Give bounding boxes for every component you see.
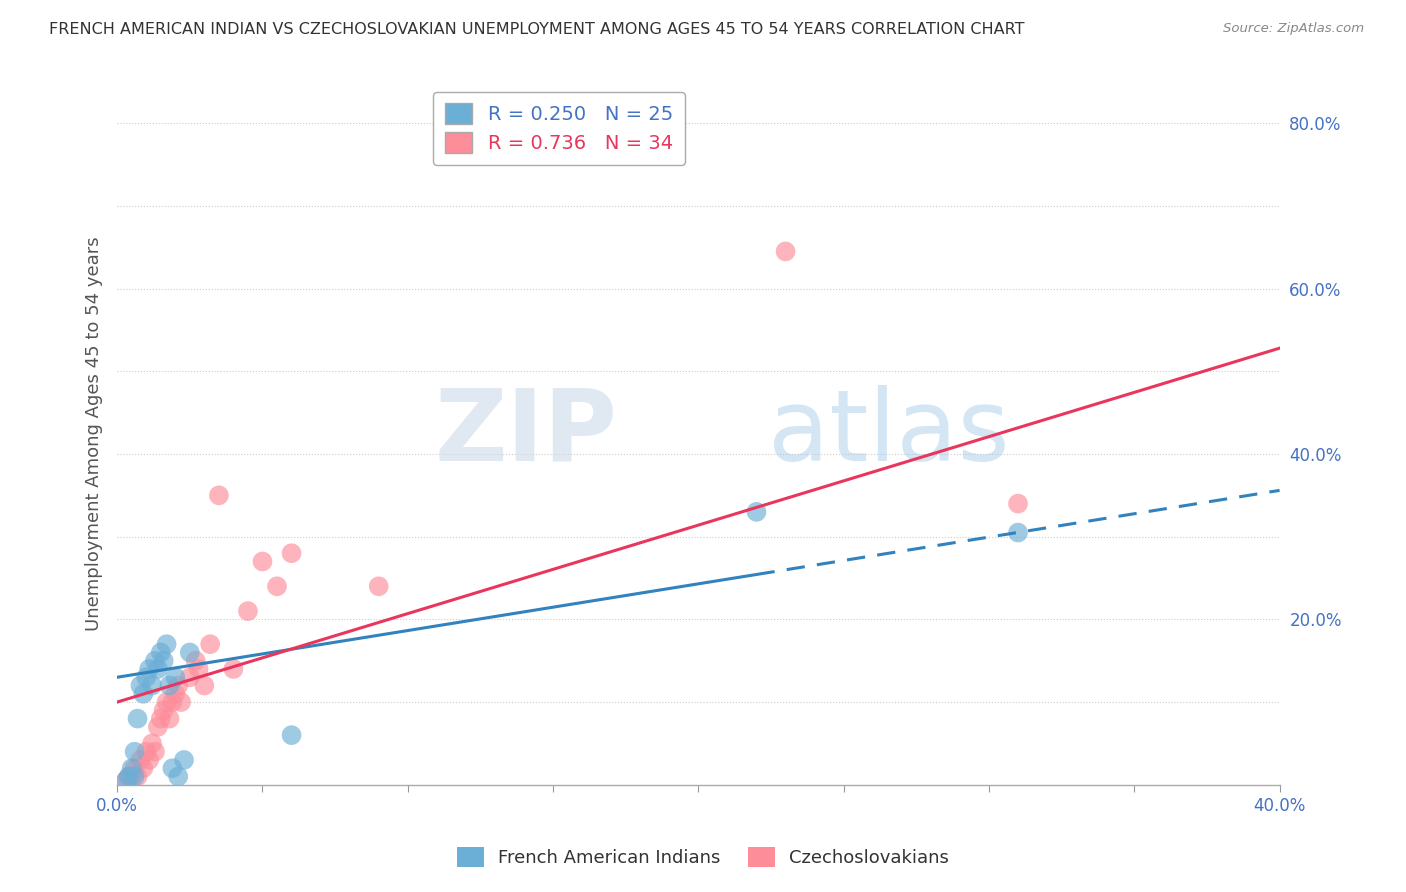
Point bbox=[266, 579, 288, 593]
Point bbox=[129, 753, 152, 767]
Legend: French American Indians, Czechoslovakians: French American Indians, Czechoslovakian… bbox=[450, 839, 956, 874]
Point bbox=[252, 554, 274, 568]
Point bbox=[1007, 497, 1029, 511]
Text: atlas: atlas bbox=[768, 384, 1010, 482]
Legend: R = 0.250   N = 25, R = 0.736   N = 34: R = 0.250 N = 25, R = 0.736 N = 34 bbox=[433, 92, 685, 165]
Point bbox=[121, 761, 143, 775]
Point bbox=[124, 769, 146, 783]
Point bbox=[775, 244, 797, 259]
Point bbox=[222, 662, 245, 676]
Point bbox=[124, 761, 146, 775]
Point bbox=[162, 761, 184, 775]
Point bbox=[155, 637, 177, 651]
Point bbox=[170, 695, 193, 709]
Point bbox=[152, 654, 174, 668]
Point bbox=[165, 687, 187, 701]
Point bbox=[184, 654, 207, 668]
Point bbox=[236, 604, 259, 618]
Point bbox=[149, 712, 172, 726]
Point bbox=[155, 695, 177, 709]
Point bbox=[135, 670, 157, 684]
Point bbox=[143, 745, 166, 759]
Point bbox=[138, 753, 160, 767]
Point bbox=[149, 645, 172, 659]
Point bbox=[280, 728, 302, 742]
Point bbox=[159, 712, 181, 726]
Text: ZIP: ZIP bbox=[434, 384, 617, 482]
Point bbox=[367, 579, 389, 593]
Point bbox=[179, 645, 201, 659]
Point bbox=[129, 679, 152, 693]
Point bbox=[745, 505, 768, 519]
Point bbox=[141, 679, 163, 693]
Point bbox=[135, 745, 157, 759]
Point bbox=[162, 695, 184, 709]
Point bbox=[118, 769, 141, 783]
Point bbox=[124, 745, 146, 759]
Point bbox=[198, 637, 221, 651]
Point bbox=[208, 488, 231, 502]
Point bbox=[143, 654, 166, 668]
Point bbox=[159, 679, 181, 693]
Point bbox=[152, 703, 174, 717]
Point bbox=[121, 769, 143, 783]
Point bbox=[146, 720, 169, 734]
Point bbox=[165, 670, 187, 684]
Y-axis label: Unemployment Among Ages 45 to 54 years: Unemployment Among Ages 45 to 54 years bbox=[86, 236, 103, 631]
Point bbox=[167, 769, 190, 783]
Point bbox=[132, 761, 155, 775]
Point bbox=[187, 662, 209, 676]
Point bbox=[173, 753, 195, 767]
Point bbox=[115, 773, 138, 788]
Point bbox=[127, 769, 149, 783]
Point bbox=[193, 679, 215, 693]
Text: FRENCH AMERICAN INDIAN VS CZECHOSLOVAKIAN UNEMPLOYMENT AMONG AGES 45 TO 54 YEARS: FRENCH AMERICAN INDIAN VS CZECHOSLOVAKIA… bbox=[49, 22, 1025, 37]
Point bbox=[1007, 525, 1029, 540]
Point bbox=[118, 769, 141, 783]
Point bbox=[138, 662, 160, 676]
Point bbox=[115, 773, 138, 788]
Point bbox=[167, 679, 190, 693]
Point bbox=[141, 736, 163, 750]
Point bbox=[146, 662, 169, 676]
Point bbox=[132, 687, 155, 701]
Text: Source: ZipAtlas.com: Source: ZipAtlas.com bbox=[1223, 22, 1364, 36]
Point bbox=[127, 712, 149, 726]
Point bbox=[280, 546, 302, 560]
Point bbox=[179, 670, 201, 684]
